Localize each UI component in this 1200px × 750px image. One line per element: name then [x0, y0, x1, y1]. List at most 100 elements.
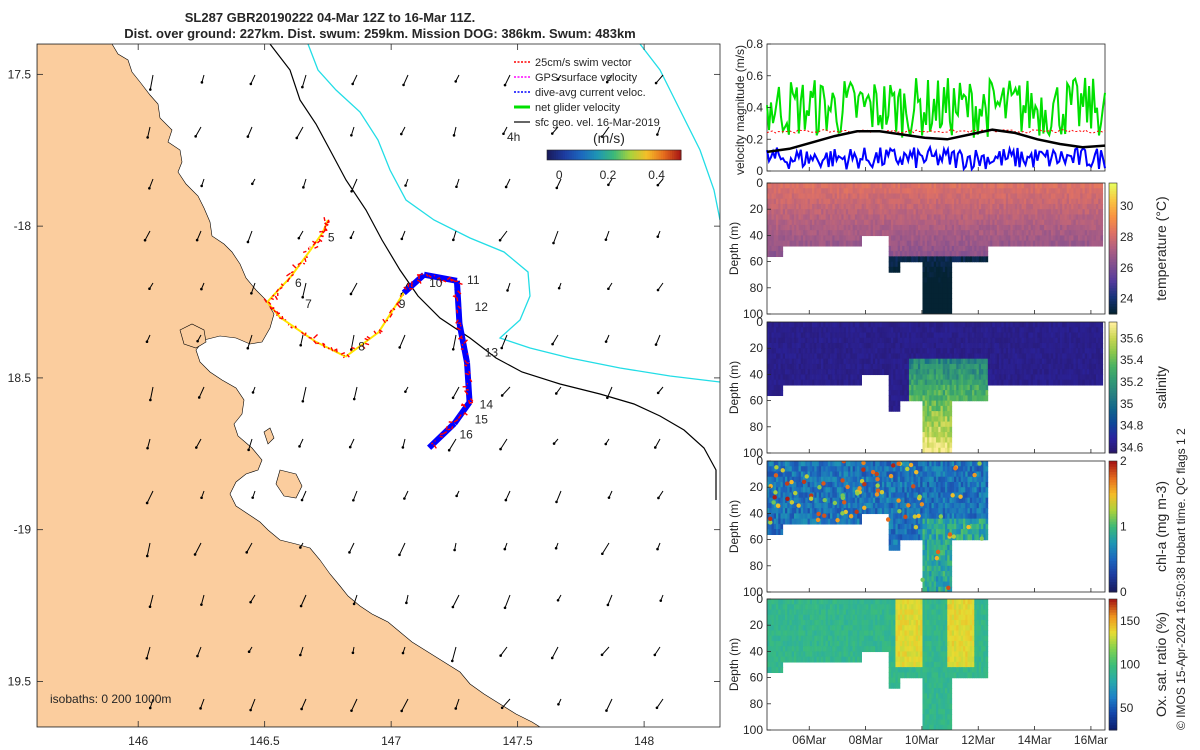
sfc-velocity-arrow	[452, 230, 457, 241]
section-cell	[1073, 348, 1077, 355]
section-cell	[803, 358, 806, 365]
section-cell	[1086, 198, 1090, 205]
sfc-velocity-arrowhead	[454, 707, 458, 710]
section-cell	[1091, 203, 1095, 210]
section-cell	[920, 337, 923, 344]
section-cell	[936, 369, 939, 376]
section-cell	[850, 219, 853, 226]
section-cell	[823, 209, 826, 216]
section-cell	[773, 502, 777, 509]
section-cell	[992, 353, 995, 360]
section-cell	[972, 245, 975, 252]
section-cell	[951, 251, 955, 258]
section-cell	[769, 235, 772, 242]
section-cell	[1075, 342, 1079, 349]
sfc-velocity-arrow	[551, 646, 559, 659]
section-cell	[805, 214, 808, 221]
section-cell	[908, 203, 912, 210]
section-cell	[1039, 358, 1043, 365]
section-cell	[852, 374, 856, 381]
section-cell	[848, 240, 851, 247]
sfc-velocity-arrowhead	[194, 135, 197, 138]
section-cell	[911, 230, 914, 237]
section-cell	[897, 214, 901, 221]
section-cell	[852, 369, 856, 376]
section-cell	[850, 183, 853, 189]
section-cell	[920, 240, 923, 247]
section-cell	[933, 342, 937, 349]
section-cell	[785, 369, 788, 376]
section-cell	[990, 193, 993, 200]
section-cell	[940, 183, 944, 189]
section-cell	[974, 219, 977, 226]
section-colorbar-cell	[1109, 243, 1117, 247]
section-colorbar-cell	[1109, 345, 1117, 349]
sfc-velocity-arrowhead	[557, 702, 560, 706]
section-cell	[996, 374, 1000, 381]
section-cell	[1073, 203, 1077, 210]
section-cell	[1098, 342, 1101, 349]
section-cell	[776, 230, 779, 237]
section-cell	[967, 188, 971, 195]
section-cell	[958, 322, 962, 328]
section-cell	[1046, 348, 1050, 355]
section-cell	[924, 214, 928, 221]
sfc-velocity-arrowhead	[195, 238, 199, 242]
section-cell	[897, 209, 901, 216]
section-cell	[854, 209, 858, 216]
section-cell	[958, 395, 962, 402]
section-cell	[785, 224, 788, 231]
section-cell	[845, 337, 849, 344]
section-cell	[769, 203, 772, 210]
section-cell	[906, 374, 910, 381]
section-cell	[841, 224, 844, 231]
section-colorbar-cell	[1109, 214, 1117, 218]
section-cell	[789, 235, 793, 242]
section-cell	[913, 235, 917, 242]
section-cell	[895, 405, 899, 412]
swim-vector	[460, 336, 464, 340]
section-cell	[992, 209, 995, 216]
section-cell	[814, 322, 817, 328]
section-cell	[933, 442, 937, 449]
section-cell	[816, 198, 820, 205]
section-cell	[877, 342, 881, 349]
section-cell	[931, 193, 935, 200]
section-cell	[845, 369, 849, 376]
section-cell	[990, 337, 993, 344]
section-cell	[825, 327, 829, 334]
section-cell	[1095, 219, 1099, 226]
section-cell	[960, 251, 964, 258]
section-cell	[1077, 353, 1081, 360]
section-cell	[1080, 224, 1083, 231]
section-cell	[857, 219, 860, 226]
sfc-velocity-arrowhead	[453, 548, 456, 552]
section-cell	[798, 327, 802, 334]
section-cell	[1071, 342, 1074, 349]
section-cell	[834, 337, 838, 344]
section-cell	[938, 272, 941, 278]
section-cell	[960, 322, 964, 328]
section-cell	[947, 337, 950, 344]
sfc-velocity-arrowhead	[554, 546, 558, 550]
section-cell	[1037, 183, 1040, 189]
sfc-velocity-arrowhead	[402, 83, 405, 87]
section-cell	[1017, 224, 1020, 231]
section-cell	[924, 251, 928, 258]
section-cell	[854, 342, 858, 349]
section-cell	[936, 384, 939, 391]
section-cell	[931, 416, 935, 423]
section-ytick-label: 0	[756, 176, 763, 190]
sfc-velocity-arrowhead	[197, 396, 201, 399]
section-cell	[908, 256, 912, 263]
section-cell	[782, 374, 786, 381]
section-cell	[895, 214, 899, 221]
swim-vector	[433, 444, 437, 449]
section-cell	[816, 209, 820, 216]
section-cell	[771, 193, 775, 200]
section-cell	[1089, 337, 1092, 344]
section-cell	[870, 348, 874, 355]
section-cell	[823, 198, 826, 205]
section-cell	[841, 379, 844, 386]
section-cell	[850, 230, 853, 237]
